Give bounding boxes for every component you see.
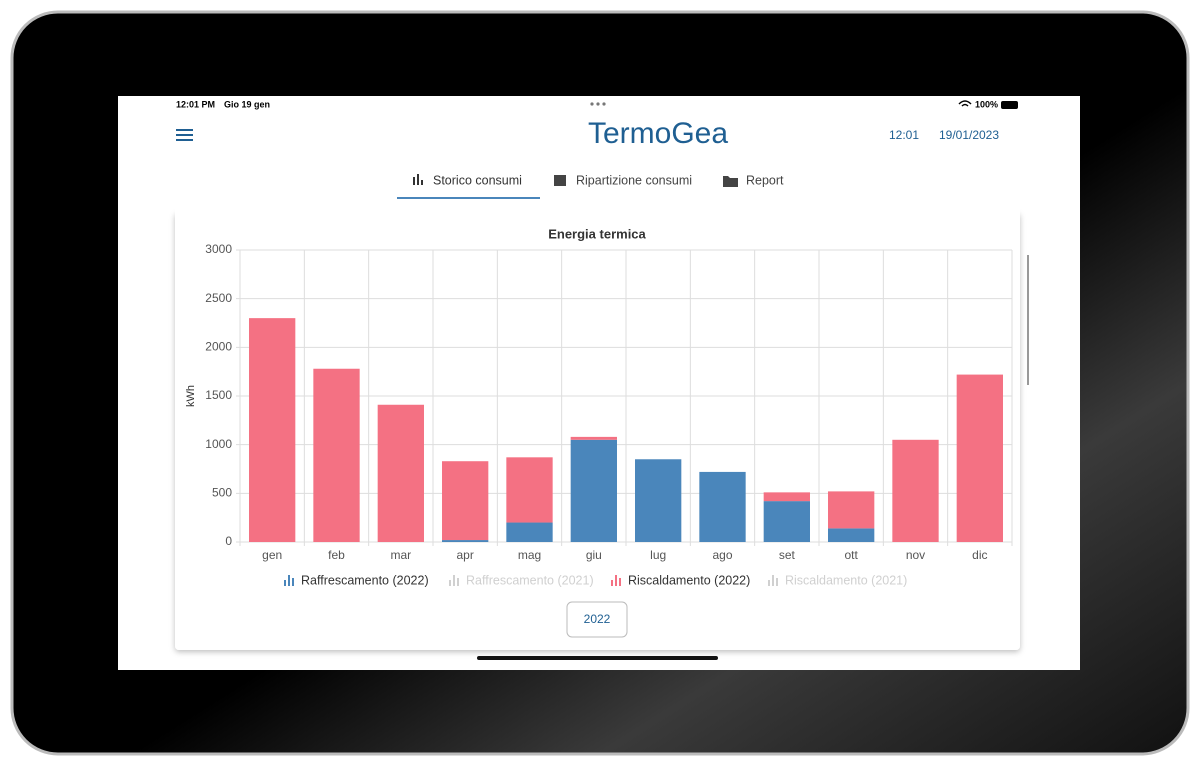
legend-icon bbox=[453, 575, 455, 586]
year-button[interactable]: 2022 bbox=[566, 601, 628, 638]
legend-icon bbox=[768, 580, 770, 586]
chart-title: Energia termica bbox=[548, 226, 646, 241]
legend-icon bbox=[457, 578, 459, 586]
logo: TermoGea bbox=[588, 117, 728, 150]
wifi-icon bbox=[958, 100, 972, 107]
home-indicator bbox=[477, 656, 718, 660]
tab-indicator bbox=[397, 197, 540, 199]
y-tick-label: 3000 bbox=[205, 242, 232, 256]
bar bbox=[249, 318, 296, 542]
legend-icon bbox=[615, 575, 617, 586]
y-tick-label: 2000 bbox=[205, 340, 232, 354]
tab[interactable]: Storico consumi bbox=[397, 173, 540, 199]
header-date: 19/01/2023 bbox=[939, 128, 999, 142]
battery-text: 100% bbox=[975, 99, 998, 109]
bar bbox=[570, 439, 617, 542]
bar bbox=[956, 374, 1003, 542]
y-tick-label: 1500 bbox=[205, 388, 232, 402]
x-tick-label: ott bbox=[844, 548, 858, 562]
x-tick-label: ago bbox=[712, 548, 732, 562]
legend-icon bbox=[284, 580, 286, 586]
bar bbox=[442, 540, 489, 542]
bar bbox=[506, 522, 553, 542]
x-tick-label: lug bbox=[650, 548, 666, 562]
legend-label: Raffrescamento (2022) bbox=[301, 573, 429, 587]
y-tick-label: 500 bbox=[212, 486, 232, 500]
legend-icon bbox=[449, 580, 451, 586]
year-button-label: 2022 bbox=[584, 612, 611, 626]
x-tick-label: dic bbox=[972, 548, 987, 562]
y-tick-label: 0 bbox=[225, 534, 232, 548]
x-tick-label: mar bbox=[390, 548, 411, 562]
tab-label: Storico consumi bbox=[433, 173, 522, 187]
y-tick-label: 1000 bbox=[205, 437, 232, 451]
x-tick-label: feb bbox=[328, 548, 345, 562]
bar bbox=[828, 528, 875, 542]
x-tick-label: nov bbox=[906, 548, 925, 562]
menu-button[interactable] bbox=[176, 129, 193, 141]
x-tick-label: set bbox=[779, 548, 796, 562]
x-tick-label: apr bbox=[456, 548, 473, 562]
bar bbox=[570, 436, 617, 440]
plot: 0 500 1000 1500 2000 2500 3000 gen feb mar apr mag g… bbox=[205, 242, 1013, 587]
legend-label: Riscaldamento (2021) bbox=[785, 573, 907, 587]
bar bbox=[892, 439, 939, 542]
header-time: 12:01 bbox=[889, 128, 919, 142]
legend-icon bbox=[611, 580, 613, 586]
legend-label: Riscaldamento (2022) bbox=[628, 573, 750, 587]
bar bbox=[699, 471, 746, 542]
bar bbox=[635, 459, 682, 542]
tab[interactable]: Report bbox=[723, 173, 784, 187]
x-tick-label: mag bbox=[518, 548, 541, 562]
bar bbox=[442, 461, 489, 541]
card-clip bbox=[175, 205, 1020, 217]
legend-icon bbox=[776, 578, 778, 586]
bar bbox=[506, 457, 553, 523]
legend-icon bbox=[772, 575, 774, 586]
tab-label: Report bbox=[746, 173, 784, 187]
bar bbox=[763, 492, 810, 502]
status-time: 12:01 PM bbox=[176, 99, 215, 109]
x-tick-label: giu bbox=[586, 548, 602, 562]
bar bbox=[313, 368, 360, 542]
legend-icon bbox=[619, 578, 621, 586]
bar bbox=[763, 501, 810, 542]
bar bbox=[377, 404, 424, 542]
legend-icon bbox=[292, 578, 294, 586]
battery-icon bbox=[1001, 101, 1018, 109]
legend-icon bbox=[288, 575, 290, 586]
bar bbox=[828, 491, 875, 529]
tab-label: Ripartizione consumi bbox=[576, 173, 692, 187]
y-axis-label: kWh bbox=[185, 385, 197, 407]
tab[interactable]: Ripartizione consumi bbox=[554, 173, 692, 187]
y-tick-label: 2500 bbox=[205, 291, 232, 305]
dots bbox=[590, 102, 606, 106]
x-tick-label: gen bbox=[262, 548, 282, 562]
legend-label: Raffrescamento (2021) bbox=[466, 573, 594, 587]
status-date: Gio 19 gen bbox=[224, 99, 270, 109]
